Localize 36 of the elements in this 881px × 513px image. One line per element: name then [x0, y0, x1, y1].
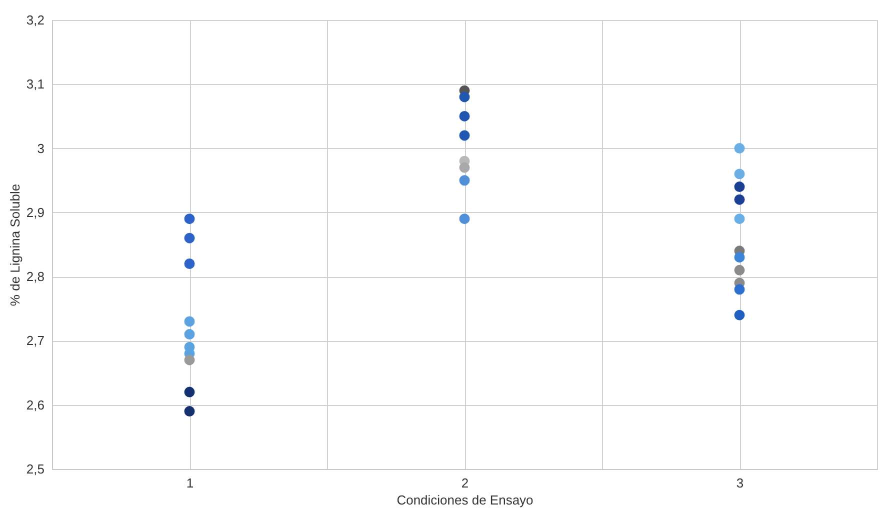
y-axis-title: % de Lignina Soluble	[7, 184, 22, 306]
point	[734, 143, 745, 154]
x-tick-label: 1	[186, 476, 194, 490]
point	[459, 110, 470, 122]
y-tick-label: 2,8	[26, 269, 44, 284]
x-tick-label: 2	[461, 476, 469, 490]
point	[459, 130, 470, 141]
point	[184, 354, 195, 366]
point	[734, 194, 745, 205]
point	[459, 92, 470, 102]
point	[734, 310, 745, 320]
point	[184, 329, 195, 340]
y-tick-label: 2,5	[26, 462, 44, 476]
point	[459, 175, 470, 186]
point	[184, 406, 195, 417]
point	[734, 284, 745, 295]
point	[734, 252, 745, 263]
y-tick-label: 2,6	[26, 397, 44, 412]
y-tick-label: 2,9	[26, 204, 44, 220]
point	[734, 264, 745, 276]
point	[184, 386, 195, 398]
y-tick-label: 3	[37, 140, 44, 156]
y-tick-label: 3,2	[26, 12, 44, 28]
x-axis-title: Condiciones de Ensayo	[396, 492, 534, 508]
x-tick-label: 3	[736, 476, 744, 490]
y-tick-label: 3,1	[26, 76, 44, 92]
point	[459, 162, 470, 173]
point	[184, 258, 195, 269]
point	[734, 168, 745, 180]
point	[184, 214, 195, 224]
point	[734, 182, 745, 192]
point	[184, 316, 195, 327]
y-tick-label: 2,7	[26, 333, 44, 348]
point	[734, 214, 745, 224]
point	[184, 232, 195, 244]
point	[459, 214, 470, 224]
